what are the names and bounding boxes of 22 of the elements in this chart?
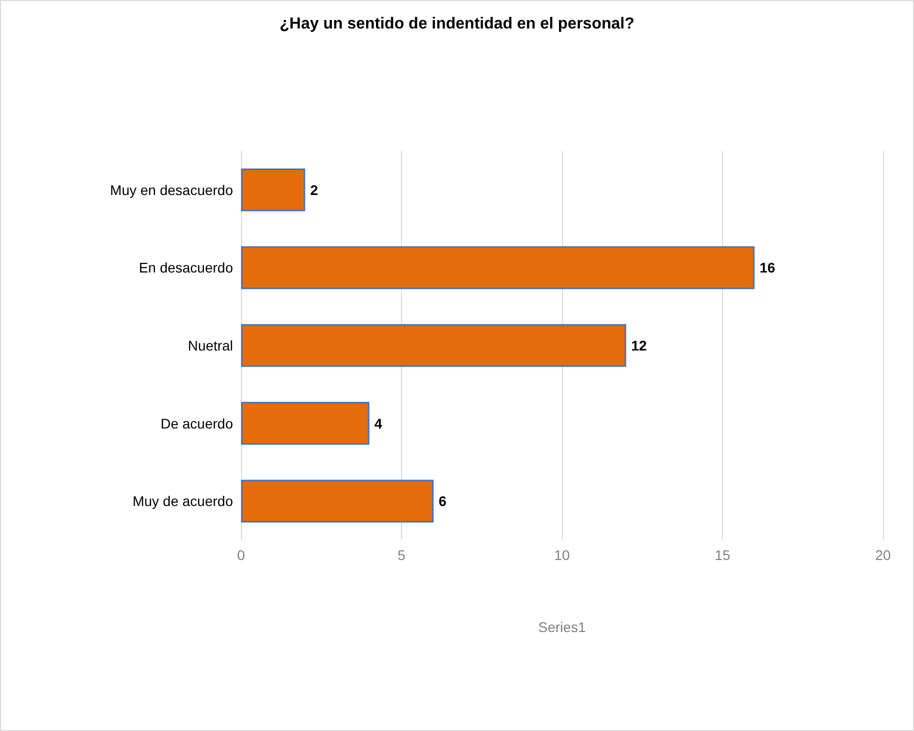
bar xyxy=(241,168,306,212)
bar xyxy=(241,402,370,445)
data-label: 6 xyxy=(438,493,447,510)
bar xyxy=(241,480,434,522)
data-label: 2 xyxy=(310,182,318,198)
x-tick-label: 5 xyxy=(398,547,406,563)
bar xyxy=(241,246,755,290)
x-tick-label: 20 xyxy=(875,547,891,563)
bar xyxy=(241,324,626,367)
x-tick-label: 10 xyxy=(554,547,570,563)
y-tick-label: Muy de acuerdo xyxy=(132,493,234,510)
data-label: 4 xyxy=(374,415,382,432)
x-axis-title: Series1 xyxy=(538,619,586,635)
y-tick-label: En desacuerdo xyxy=(138,260,234,276)
x-tick-label: 0 xyxy=(237,547,246,563)
data-label: 16 xyxy=(760,260,776,276)
chart-title: ¿Hay un sentido de indentidad en el personal? xyxy=(280,16,634,32)
y-tick-label: Muy en desacuerdo xyxy=(110,182,234,198)
y-tick-label: Nuetral xyxy=(188,338,233,354)
y-tick-label: De acuerdo xyxy=(160,415,234,432)
x-tick-label: 15 xyxy=(714,547,730,563)
data-label: 12 xyxy=(631,338,647,354)
